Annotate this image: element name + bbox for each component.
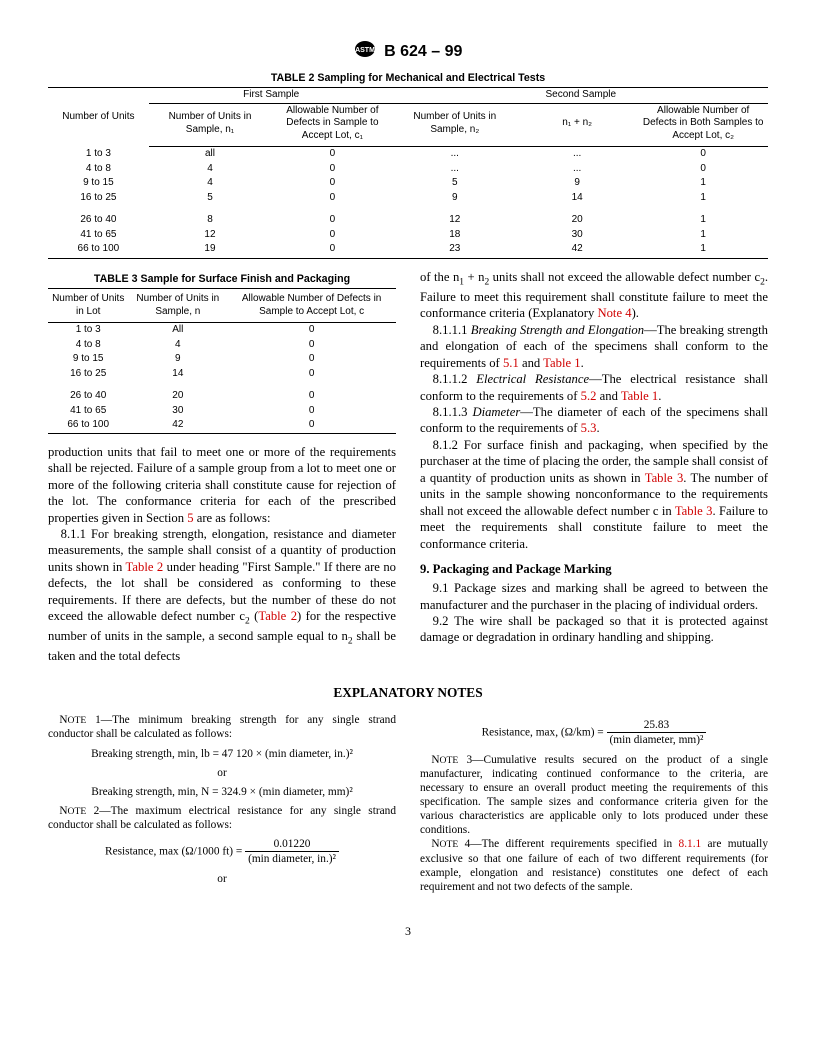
- svg-text:ASTM: ASTM: [355, 47, 375, 54]
- p-8113: 8.1.1.3 Diameter—The diameter of each of…: [420, 404, 768, 437]
- table-row: 1 to 3All0: [48, 323, 396, 338]
- notes-title: EXPLANATORY NOTES: [48, 685, 768, 702]
- table-row: 9 to 1590: [48, 352, 396, 367]
- table-row: [48, 381, 396, 389]
- table-row: 16 to 25140: [48, 367, 396, 382]
- page-number: 3: [48, 924, 768, 939]
- formula3: Resistance, max (Ω/1000 ft) = 0.01220(mi…: [48, 837, 396, 866]
- note1: NOTE 1—The minimum breaking strength for…: [48, 713, 396, 741]
- p-8-intro: production units that fail to meet one o…: [48, 444, 396, 526]
- p-92: 9.2 The wire shall be packaged so that i…: [420, 613, 768, 646]
- table-row: 41 to 65300: [48, 404, 396, 419]
- t3-col2: Number of Units in Sample, n: [128, 289, 227, 323]
- p-8111: 8.1.1.1 Breaking Strength and Elongation…: [420, 322, 768, 371]
- t2-col3: Allowable Number of Defects in Sample to…: [271, 103, 393, 147]
- p-91: 9.1 Package sizes and marking shall be a…: [420, 580, 768, 613]
- table-row: 16 to 25509141: [48, 191, 768, 206]
- table-row: [48, 205, 768, 213]
- page-header: ASTM B 624 – 99: [48, 40, 768, 64]
- sec9-head: 9. Packaging and Package Marking: [420, 562, 768, 578]
- table3: Number of Units in Lot Number of Units i…: [48, 288, 396, 434]
- table-row: 26 to 40200: [48, 389, 396, 404]
- astm-logo-icon: ASTM: [354, 40, 376, 64]
- t2-group1: First Sample: [149, 88, 394, 104]
- p-812: 8.1.2 For surface finish and packaging, …: [420, 437, 768, 552]
- formula2: Breaking strength, min, N = 324.9 × (min…: [48, 785, 396, 799]
- t2-col6: Allowable Number of Defects in Both Samp…: [638, 103, 768, 147]
- table2: Number of Units First Sample Second Samp…: [48, 87, 768, 259]
- t2-col4: Number of Units in Sample, n₂: [394, 103, 516, 147]
- right-column: of the n1 + n2 units shall not exceed th…: [420, 269, 768, 665]
- t2-col1: Number of Units: [48, 88, 149, 147]
- table-row: 9 to 1540591: [48, 176, 768, 191]
- note4: NOTE 4—The different requirements specif…: [420, 837, 768, 894]
- table-row: 41 to 6512018301: [48, 228, 768, 243]
- table-row: 66 to 100420: [48, 418, 396, 433]
- t2-col2: Number of Units in Sample, n₁: [149, 103, 271, 147]
- note3: NOTE 3—Cumulative results secured on the…: [420, 753, 768, 838]
- table2-title: TABLE 2 Sampling for Mechanical and Elec…: [48, 72, 768, 85]
- note2: NOTE 2—The maximum electrical resistance…: [48, 804, 396, 832]
- t2-group2: Second Sample: [394, 88, 768, 104]
- formula1: Breaking strength, min, lb = 47 120 × (m…: [48, 747, 396, 761]
- table-row: 4 to 840......0: [48, 162, 768, 177]
- p-8112: 8.1.1.2 Electrical Resistance—The electr…: [420, 371, 768, 404]
- t2-col5: n₁ + n₂: [516, 103, 638, 147]
- t3-col1: Number of Units in Lot: [48, 289, 128, 323]
- table-row: 1 to 3all0......0: [48, 147, 768, 162]
- table3-title: TABLE 3 Sample for Surface Finish and Pa…: [48, 273, 396, 286]
- p-811-cont: of the n1 + n2 units shall not exceed th…: [420, 269, 768, 322]
- notes-right: Resistance, max, (Ω/km) = 25.83(min diam…: [420, 713, 768, 894]
- table-row: 66 to 10019023421: [48, 242, 768, 258]
- table-row: 4 to 840: [48, 338, 396, 353]
- formula4: Resistance, max, (Ω/km) = 25.83(min diam…: [420, 718, 768, 747]
- designation: B 624 – 99: [384, 43, 462, 60]
- notes-left: NOTE 1—The minimum breaking strength for…: [48, 713, 396, 894]
- p-811: 8.1.1 For breaking strength, elongation,…: [48, 526, 396, 665]
- table-row: 26 to 408012201: [48, 213, 768, 228]
- or2: or: [48, 872, 396, 886]
- or1: or: [48, 766, 396, 780]
- left-column: TABLE 3 Sample for Surface Finish and Pa…: [48, 269, 396, 665]
- t3-col3: Allowable Number of Defects in Sample to…: [227, 289, 396, 323]
